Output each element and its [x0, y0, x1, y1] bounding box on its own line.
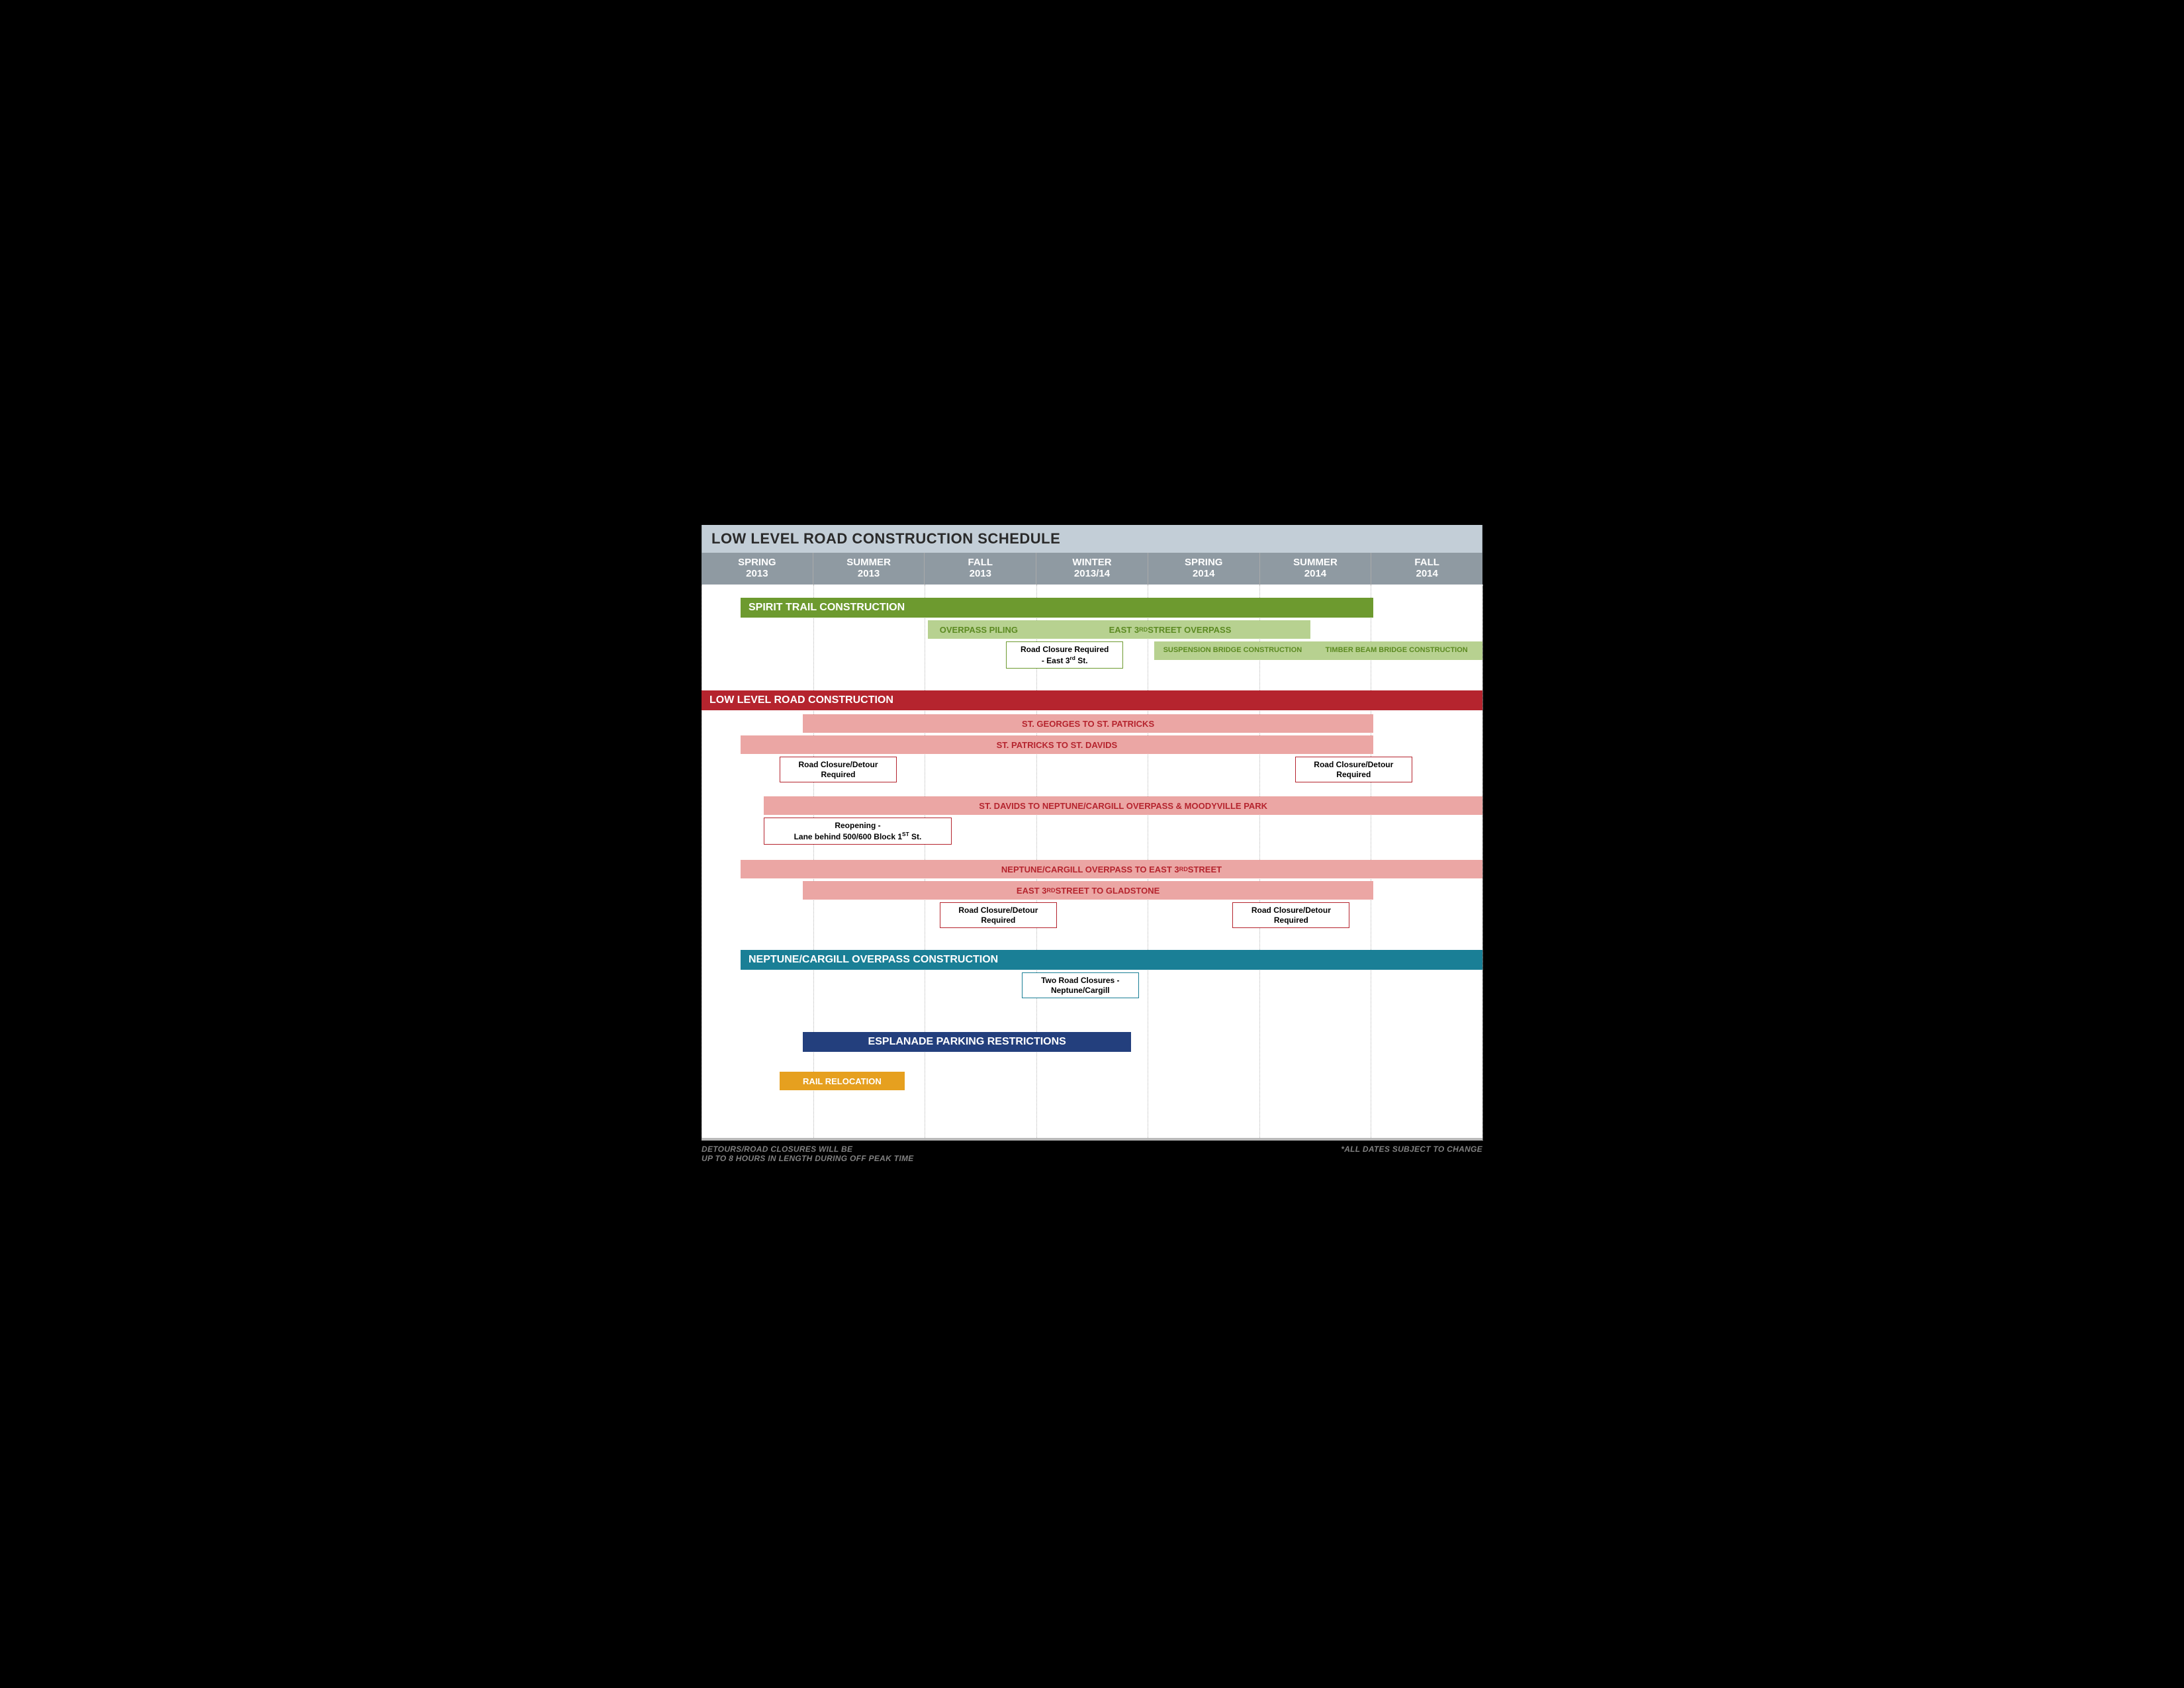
callout-detour_br: Road Closure/DetourRequired — [1232, 902, 1349, 928]
callout-reopening: Reopening -Lane behind 500/600 Block 1ST… — [764, 818, 951, 845]
season-cell: SPRING2014 — [1148, 553, 1260, 585]
bar-overpass_piling: OVERPASS PILING — [928, 620, 1029, 639]
season-header-row: SPRING2013SUMMER2013FALL2013WINTER2013/1… — [702, 553, 1482, 585]
callout-two_closures: Two Road Closures -Neptune/Cargill — [1022, 972, 1139, 998]
gridline — [1482, 585, 1483, 1141]
callout-detour_right: Road Closure/DetourRequired — [1295, 757, 1412, 782]
season-cell: SUMMER2014 — [1260, 553, 1372, 585]
bar-esplanade: ESPLANADE PARKING RESTRICTIONS — [803, 1032, 1131, 1052]
bar-east3rd_overpass: EAST 3RD STREET OVERPASS — [1030, 620, 1311, 639]
footer-left: DETOURS/ROAD CLOSURES WILL BE UP TO 8 HO… — [702, 1145, 914, 1163]
axis-line — [702, 1138, 1482, 1141]
bar-nc_section: NEPTUNE/CARGILL OVERPASS CONSTRUCTION — [741, 950, 1482, 970]
season-cell: FALL2014 — [1371, 553, 1482, 585]
bar-suspension: SUSPENSION BRIDGE CONSTRUCTION — [1154, 641, 1310, 660]
bar-rail: RAIL RELOCATION — [780, 1072, 905, 1090]
season-cell: FALL2013 — [925, 553, 1036, 585]
bar-georges: ST. GEORGES TO ST. PATRICKS — [803, 714, 1373, 733]
footer-left-line2: UP TO 8 HOURS IN LENGTH DURING OFF PEAK … — [702, 1154, 914, 1163]
schedule-page: LOW LEVEL ROAD CONSTRUCTION SCHEDULE SPR… — [702, 525, 1482, 1164]
season-cell: WINTER2013/14 — [1036, 553, 1148, 585]
callout-east3_closure: Road Closure Required- East 3rd St. — [1006, 641, 1123, 669]
gantt-chart: SPIRIT TRAIL CONSTRUCTION OVERPASS PILING… — [702, 585, 1482, 1141]
page-title: LOW LEVEL ROAD CONSTRUCTION SCHEDULE — [702, 525, 1482, 553]
season-cell: SPRING2013 — [702, 553, 813, 585]
bar-timber: TIMBER BEAM BRIDGE CONSTRUCTION — [1310, 641, 1482, 660]
bar-llr_section: LOW LEVEL ROAD CONSTRUCTION — [702, 690, 1482, 710]
bar-neptune_e3: NEPTUNE/CARGILL OVERPASS TO EAST 3RD STR… — [741, 860, 1482, 878]
season-cell: SUMMER2013 — [813, 553, 925, 585]
bar-e3_gladstone: EAST 3RD STREET TO GLADSTONE — [803, 881, 1373, 900]
callout-detour_left: Road Closure/DetourRequired — [780, 757, 897, 782]
footer-left-line1: DETOURS/ROAD CLOSURES WILL BE — [702, 1145, 914, 1154]
bar-davids: ST. DAVIDS TO NEPTUNE/CARGILL OVERPASS &… — [764, 796, 1482, 815]
bar-spirit_section: SPIRIT TRAIL CONSTRUCTION — [741, 598, 1373, 618]
bar-patricks: ST. PATRICKS TO ST. DAVIDS — [741, 735, 1373, 754]
footer-right: *ALL DATES SUBJECT TO CHANGE — [1341, 1145, 1482, 1163]
callout-detour_bl: Road Closure/DetourRequired — [940, 902, 1057, 928]
footer: DETOURS/ROAD CLOSURES WILL BE UP TO 8 HO… — [702, 1145, 1482, 1163]
